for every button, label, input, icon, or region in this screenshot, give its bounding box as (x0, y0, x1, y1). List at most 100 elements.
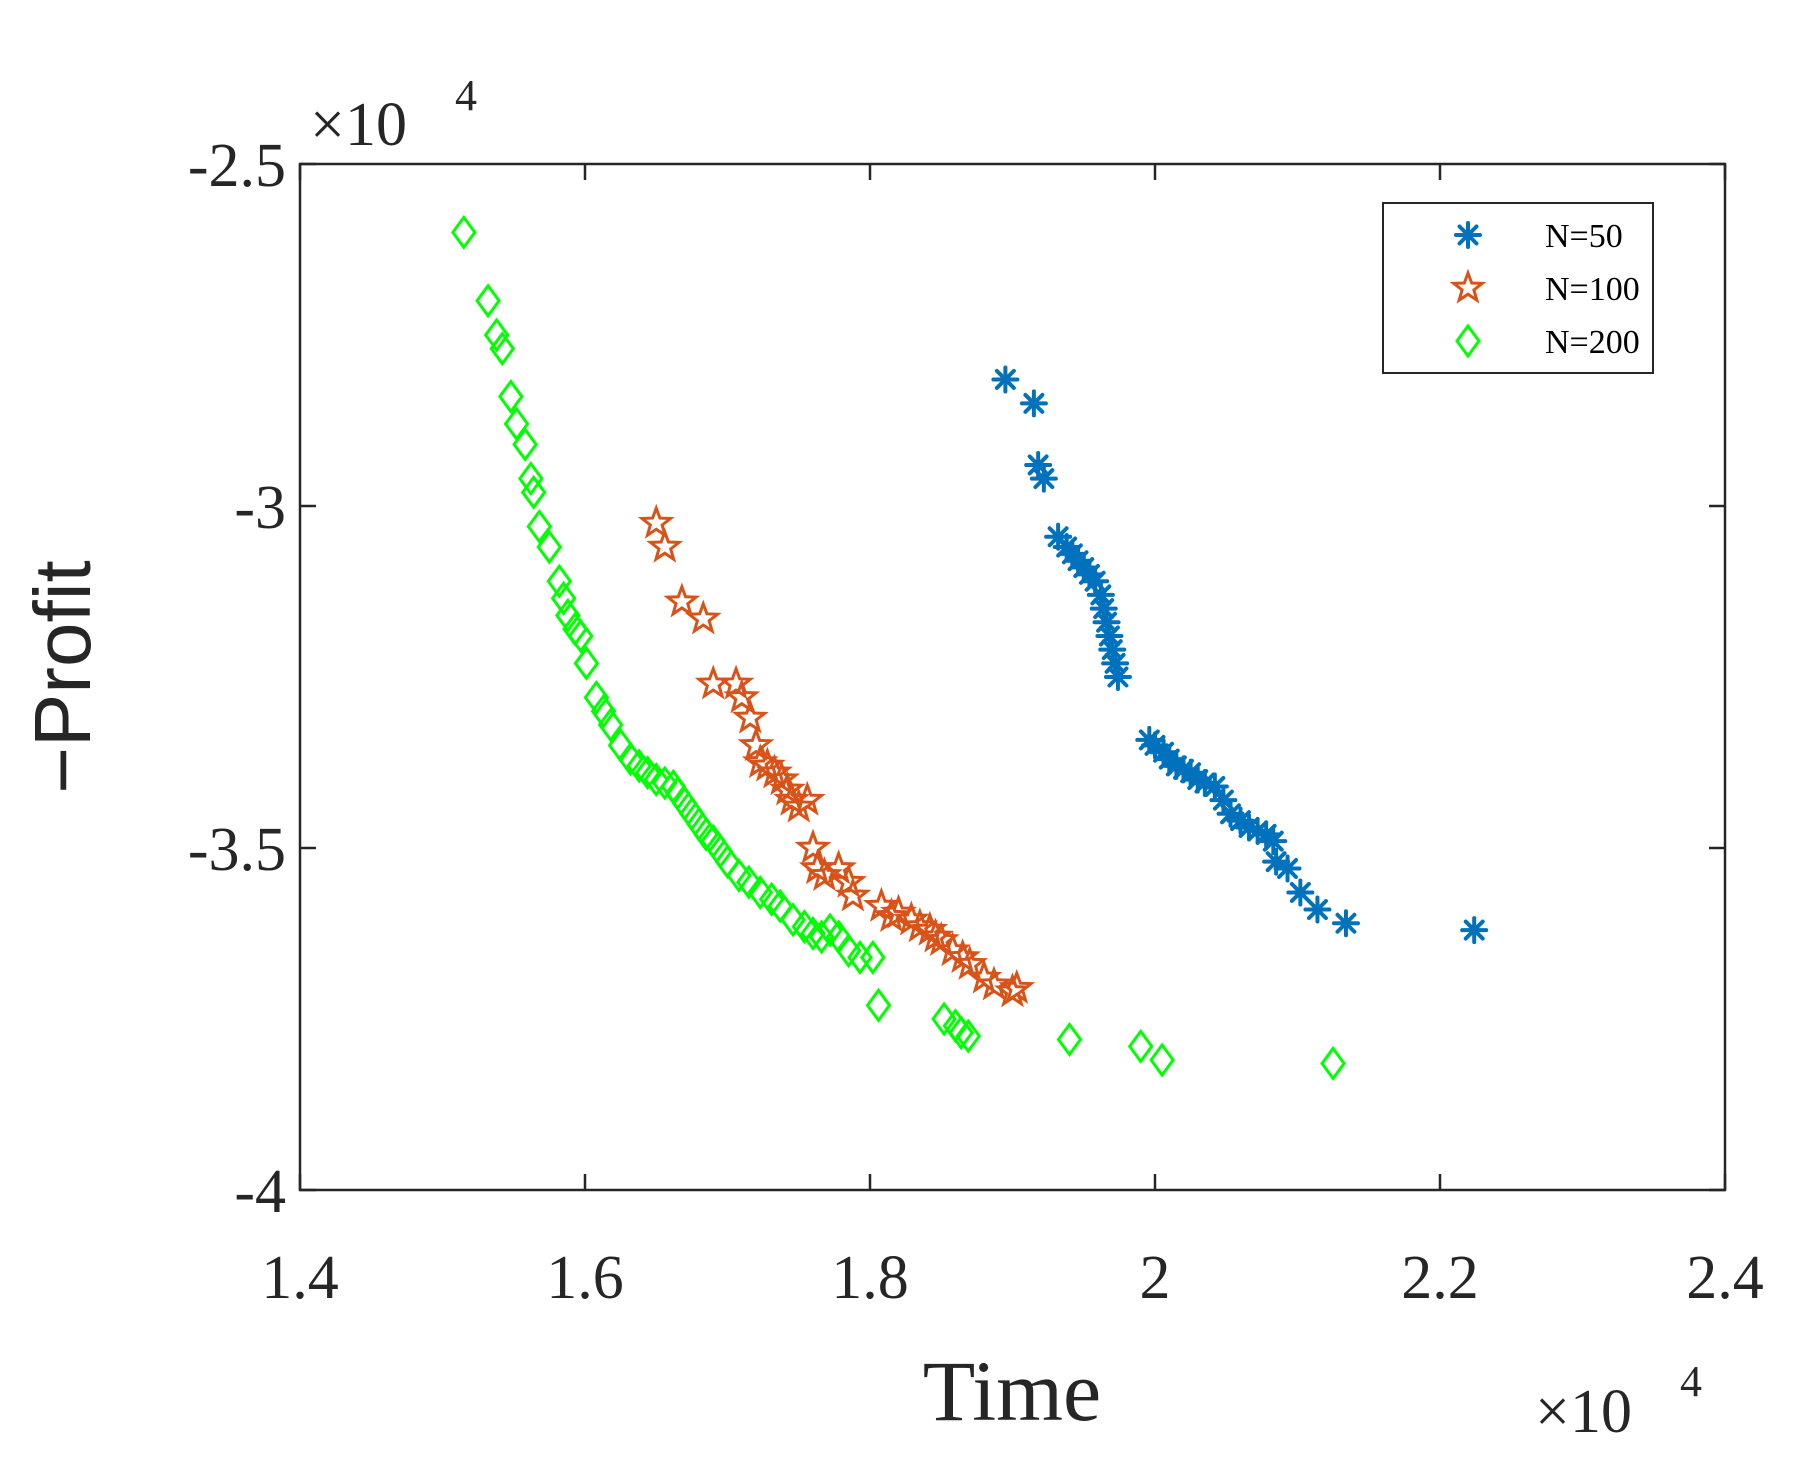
data-point (643, 762, 670, 798)
svg-text:4: 4 (455, 71, 477, 120)
data-point (1081, 567, 1110, 596)
data-point (567, 618, 594, 654)
data-point (520, 474, 547, 510)
data-point (794, 828, 832, 864)
data-point (1024, 450, 1053, 479)
data-point (546, 563, 573, 599)
data-point (1183, 765, 1212, 794)
data-point (489, 331, 516, 367)
data-point (1162, 751, 1191, 780)
data-point (590, 693, 617, 729)
data-point (1262, 847, 1291, 876)
legend-marker (1455, 323, 1481, 359)
svg-text:×10: ×10 (1535, 1378, 1632, 1446)
data-point (1190, 769, 1219, 798)
data-point (1103, 663, 1132, 691)
x-tick-label: 2.2 (1401, 1244, 1479, 1312)
data-point (951, 944, 989, 980)
data-point (684, 599, 722, 635)
data-point (1089, 594, 1118, 623)
data-point (1092, 608, 1121, 637)
data-point (573, 645, 600, 681)
data-point (998, 968, 1036, 1004)
data-point (1169, 755, 1198, 784)
legend-box (1382, 202, 1654, 374)
legend-marker (1449, 268, 1487, 304)
axis-tick-labels: 1.4 1.6 1.8 2 2.2 2.4 -4 -3.5 -3 -2.5 (188, 132, 1764, 1312)
x-tick-label: 2 (1140, 1244, 1171, 1312)
data-point (1331, 909, 1360, 938)
data-point (526, 508, 553, 545)
data-point (1259, 827, 1288, 856)
svg-text:×10: ×10 (310, 91, 407, 159)
data-point (948, 1015, 975, 1051)
data-point (517, 461, 544, 497)
data-point (1149, 1042, 1175, 1078)
data-point (1200, 772, 1229, 801)
data-point (550, 580, 577, 616)
y-tick-label: -3 (234, 474, 286, 542)
x-tick-label: 1.6 (546, 1244, 624, 1312)
data-point (865, 987, 892, 1023)
data-point (1209, 786, 1238, 815)
data-point (820, 849, 858, 885)
series-n200 (451, 214, 1346, 1081)
legend-markers (1449, 221, 1487, 359)
legend-marker (1454, 221, 1482, 249)
data-point (1320, 1045, 1346, 1081)
legend-label-n100: N=100 (1545, 271, 1640, 308)
x-axis-title: Time (923, 1343, 1101, 1439)
data-point (512, 426, 539, 462)
x-tick-label: 2.4 (1686, 1244, 1764, 1312)
data-point (583, 679, 610, 716)
y-exponent-label: ×10 4 (310, 71, 477, 159)
data-point (1098, 635, 1127, 664)
data-point (1086, 580, 1115, 609)
data-point (723, 678, 761, 714)
svg-text:4: 4 (1680, 1357, 1702, 1406)
data-point (597, 707, 624, 743)
data-point (1101, 649, 1130, 678)
data-point (1019, 389, 1048, 418)
data-point (1216, 799, 1245, 828)
data-point (1243, 816, 1272, 845)
legend-label-n50: N=50 (1545, 218, 1623, 255)
data-point (1273, 854, 1302, 883)
data-point (498, 379, 524, 415)
y-tick-label: -3.5 (188, 816, 286, 884)
data-point (859, 939, 886, 975)
data-point (1235, 813, 1264, 842)
data-point (646, 527, 684, 563)
data-point (975, 965, 1013, 1001)
data-point (788, 780, 826, 816)
data-point (475, 283, 501, 319)
data-point (767, 888, 794, 924)
data-point (1056, 1021, 1083, 1058)
data-point (1460, 916, 1489, 945)
data-point (536, 529, 563, 565)
y-axis-title: −Profit (18, 560, 107, 793)
data-point (736, 864, 762, 900)
data-point (483, 317, 510, 353)
data-point (717, 664, 755, 700)
data-point (805, 855, 843, 892)
data-point (1029, 464, 1058, 493)
x-tick-label: 1.8 (831, 1244, 909, 1312)
data-point (637, 503, 675, 539)
legend-label-n200: N=200 (1545, 324, 1640, 361)
data-point (991, 365, 1020, 394)
series-n50 (991, 365, 1489, 945)
data-point (651, 765, 678, 801)
data-point (731, 698, 769, 734)
data-point (955, 1018, 982, 1054)
data-point (1127, 1028, 1154, 1064)
data-point (834, 876, 872, 912)
data-point (1286, 878, 1315, 907)
data-point (1095, 621, 1124, 650)
x-tick-label: 1.4 (261, 1244, 339, 1312)
data-point (555, 597, 581, 633)
data-point (808, 919, 835, 955)
data-series (451, 214, 1489, 1081)
data-point (451, 214, 477, 250)
